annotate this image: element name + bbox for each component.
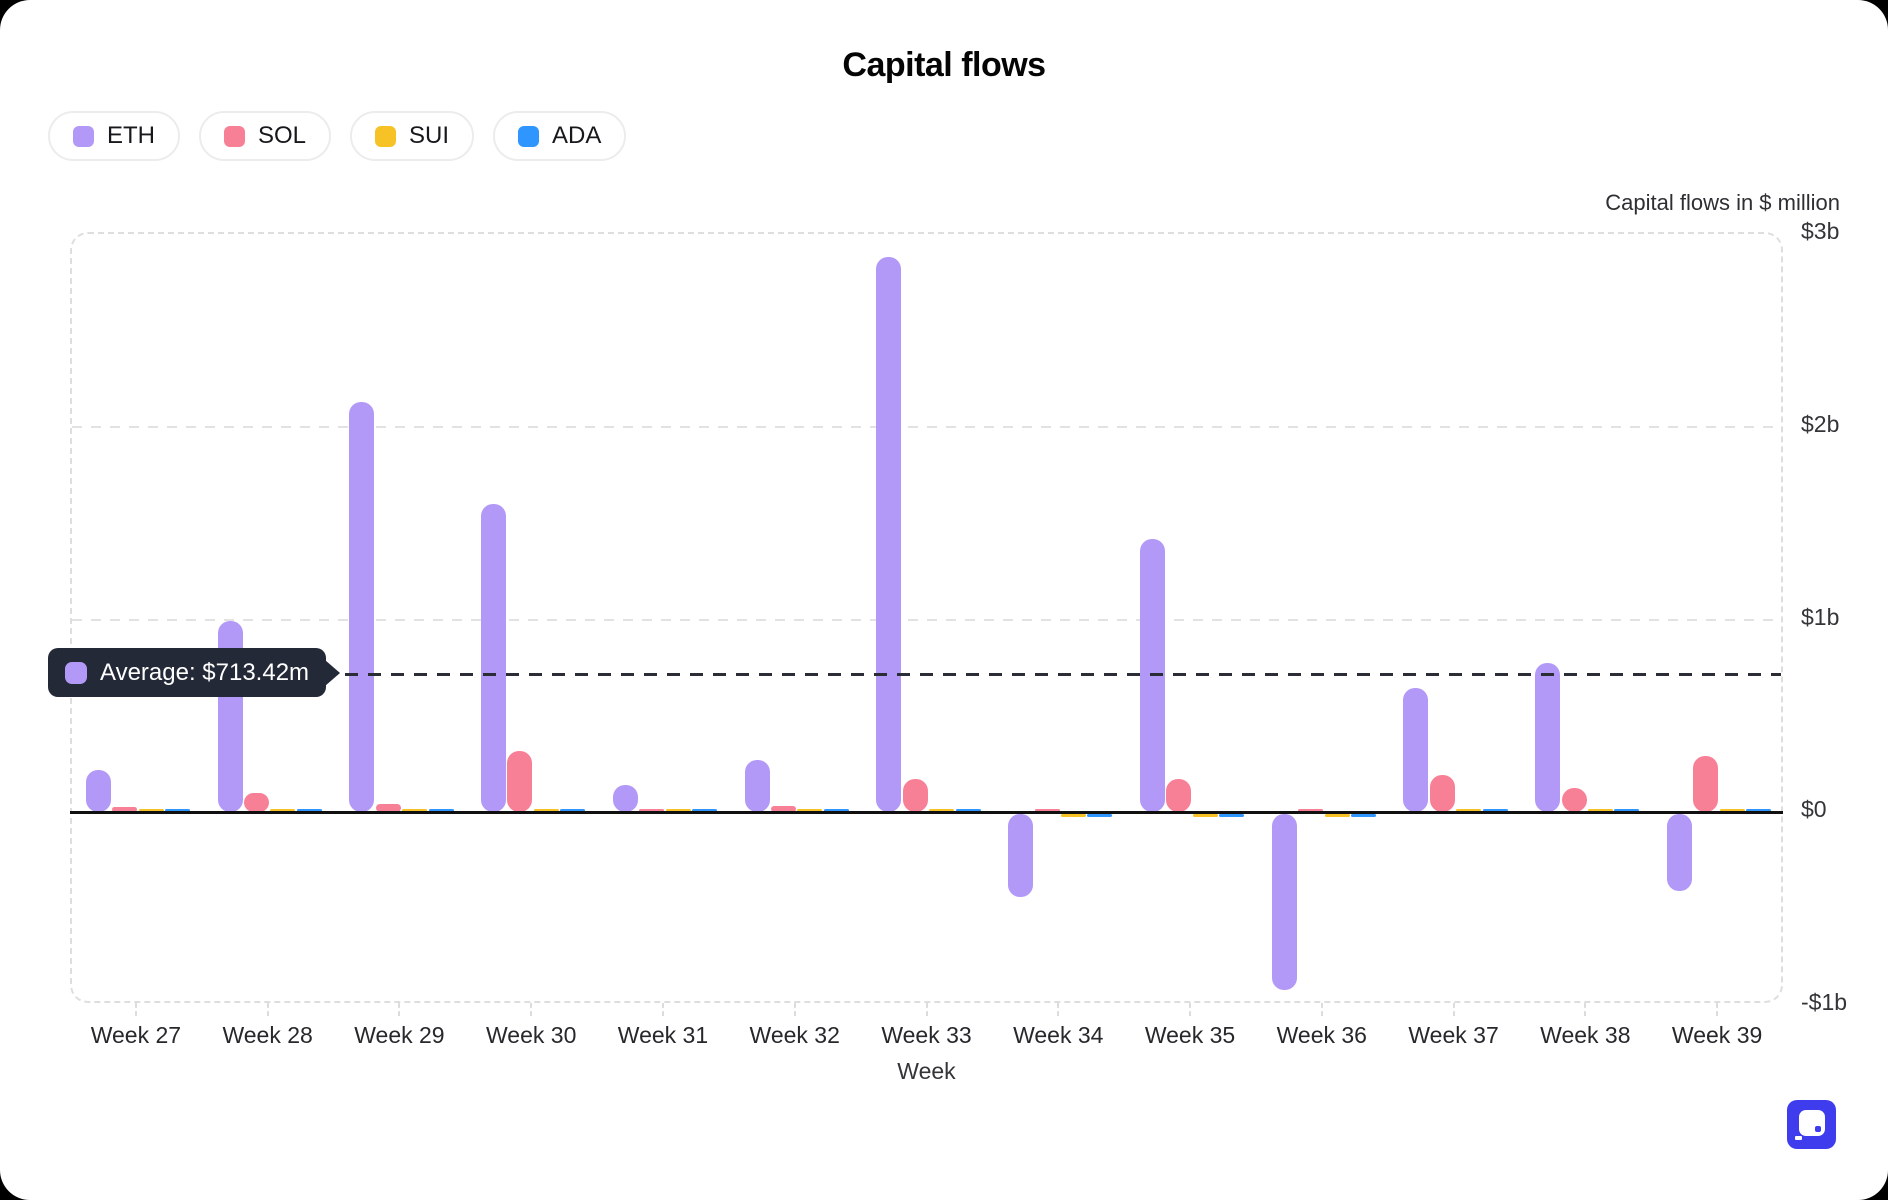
x-tick-mark [925,1003,928,1016]
x-tick-label: Week 32 [749,1022,840,1048]
x-tick-label: Week 34 [1013,1022,1104,1048]
y-tick-label: $0 [1801,796,1827,823]
bar-sol-week-39[interactable] [1693,756,1719,813]
y-tick-label: -$1b [1801,989,1848,1015]
bar-eth-week-31[interactable] [612,785,638,813]
x-tick-label: Week 30 [486,1022,577,1048]
x-axis-labels: Week 27 Week 28 Week 29 Week 30 Week 31 Week … [70,1022,1783,1052]
bar-sol-week-38[interactable] [1561,788,1587,813]
plot-area [70,232,1783,1003]
x-tick-mark [1584,1003,1587,1016]
x-tick-label: Week 39 [1671,1022,1763,1048]
bar-sui-week-36[interactable] [1324,814,1350,818]
average-annotation: Average: $713.42m [48,648,327,698]
gridline [72,618,1781,621]
average-swatch [65,661,87,684]
bar-eth-week-38[interactable] [1535,662,1561,813]
x-tick-mark [1320,1003,1323,1016]
x-tick-mark [1189,1003,1192,1016]
y-axis-title: Capital flows in $ million [1605,190,1840,215]
bar-eth-week-39[interactable] [1667,814,1692,892]
x-tick-mark [266,1003,269,1016]
bar-eth-week-29[interactable] [349,401,375,813]
legend-label: SOL [258,122,307,149]
x-tick-label: Week 29 [354,1022,445,1048]
average-label: Average: $713.42m [100,658,310,686]
zero-line [70,810,1783,814]
x-tick-label: Week 31 [617,1022,709,1048]
bar-sol-week-37[interactable] [1429,774,1455,813]
bar-sui-week-34[interactable] [1060,814,1086,818]
app-logo-icon [1799,1110,1825,1136]
chart-title: Capital flows [842,46,1046,84]
bar-eth-week-33[interactable] [876,257,902,813]
bar-eth-week-34[interactable] [1008,814,1034,898]
bar-sol-week-32[interactable] [771,806,797,813]
legend-item-sui[interactable]: SUI [350,111,475,161]
x-tick-mark [661,1003,664,1016]
y-tick-label: $3b [1801,218,1840,244]
average-line [322,673,1781,677]
x-tick-mark [530,1003,533,1016]
legend-swatch [518,125,540,147]
gridline [72,425,1781,428]
bar-sol-week-27[interactable] [112,807,138,813]
bar-eth-week-37[interactable] [1403,687,1429,813]
y-tick-label: $2b [1801,410,1840,437]
legend-item-sol[interactable]: SOL [199,111,332,161]
bar-sol-week-28[interactable] [243,792,269,813]
bar-sol-week-35[interactable] [1166,778,1192,813]
x-tick-label: Week 37 [1408,1022,1499,1048]
bar-ada-week-36[interactable] [1350,814,1376,818]
legend-item-ada[interactable]: ADA [493,111,627,161]
bar-sol-week-30[interactable] [507,750,533,813]
bar-ada-week-35[interactable] [1219,814,1245,818]
legend-label: ETH [107,122,155,149]
bar-eth-week-36[interactable] [1271,814,1297,990]
bar-ada-week-34[interactable] [1087,814,1113,818]
x-tick-mark [398,1003,401,1016]
x-tick-mark [134,1003,137,1016]
legend-item-eth[interactable]: ETH [48,111,180,161]
y-tick-label: $1b [1801,603,1840,630]
x-tick-mark [1452,1003,1455,1016]
bar-eth-week-27[interactable] [85,769,111,813]
legend-swatch [73,125,94,147]
x-tick-label: Week 28 [222,1022,313,1048]
x-tick-label: Week 27 [90,1022,182,1048]
x-tick-label: Week 33 [881,1022,972,1048]
legend-swatch [375,125,397,147]
legend-label: ADA [552,122,602,149]
bar-eth-week-32[interactable] [744,760,770,813]
bar-sol-week-33[interactable] [902,778,928,813]
x-tick-mark [793,1003,796,1016]
x-tick-label: Week 36 [1276,1022,1367,1048]
x-tick-label: Week 35 [1144,1022,1236,1048]
legend: ETH SOL SUI ADA [48,111,627,161]
app-logo-button[interactable] [1787,1100,1836,1149]
x-axis-ticks [70,1003,1783,1019]
bar-eth-week-30[interactable] [481,503,507,813]
bar-sol-week-29[interactable] [375,803,401,813]
x-tick-mark [1057,1003,1060,1016]
x-tick-label: Week 38 [1540,1022,1631,1048]
legend-label: SUI [409,122,450,149]
x-axis-title: Week [897,1058,956,1084]
x-tick-mark [1716,1003,1719,1016]
bar-sui-week-35[interactable] [1192,814,1218,818]
legend-swatch [224,125,245,147]
